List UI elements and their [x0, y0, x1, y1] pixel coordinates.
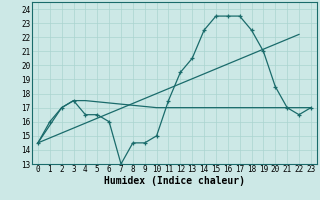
X-axis label: Humidex (Indice chaleur): Humidex (Indice chaleur)	[104, 176, 245, 186]
